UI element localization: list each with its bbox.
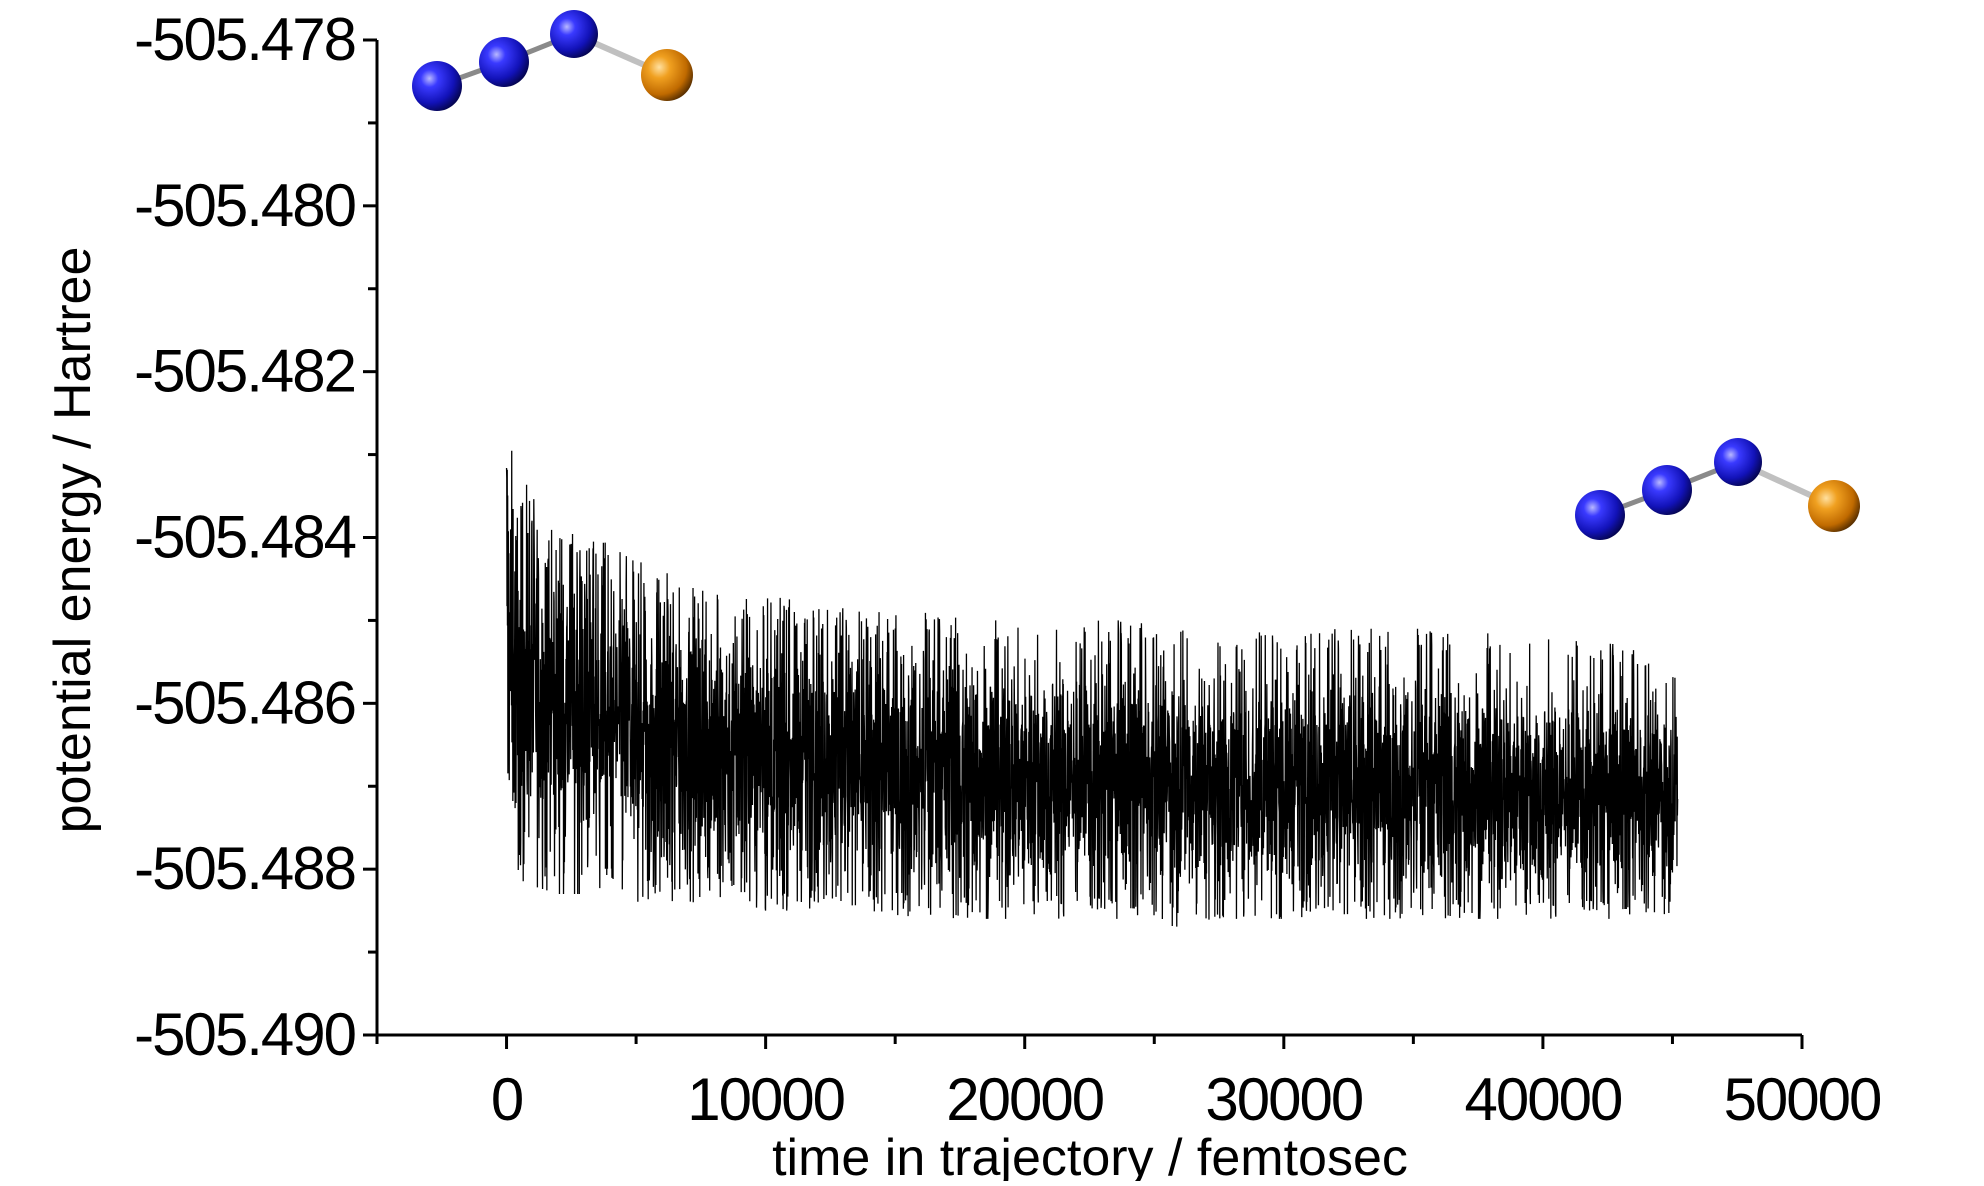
molecule-start-icon — [412, 10, 693, 111]
y-tick-label: -505.484 — [134, 504, 355, 571]
y-tick-label: -505.482 — [134, 338, 355, 405]
x-tick-label: 10000 — [687, 1066, 844, 1133]
x-tick-label: 30000 — [1205, 1066, 1362, 1133]
x-tick-label: 20000 — [946, 1066, 1103, 1133]
axes — [375, 40, 1802, 1037]
x-tick-label: 50000 — [1724, 1066, 1881, 1133]
y-ticks: -505.478 -505.480 -505.482 -505.484 -505.486… — [134, 6, 377, 1068]
energy-trace — [505, 450, 1679, 927]
y-tick-label: -505.480 — [134, 172, 355, 239]
series-line — [505, 450, 1679, 927]
x-axis-title: time in trajectory / femtosec — [772, 1129, 1408, 1181]
y-tick-label: -505.490 — [134, 1001, 355, 1068]
x-ticks: 0 10000 20000 30000 40000 50000 — [375, 1035, 1883, 1133]
x-tick-label: 0 — [491, 1066, 523, 1133]
y-tick-label: -505.488 — [134, 835, 355, 902]
y-tick-label: -505.478 — [134, 6, 355, 73]
x-tick-label: 40000 — [1464, 1066, 1621, 1133]
molecule-end-icon — [1575, 438, 1860, 540]
y-tick-label: -505.486 — [134, 669, 355, 736]
y-axis-title: potential energy / Hartree — [44, 247, 102, 834]
